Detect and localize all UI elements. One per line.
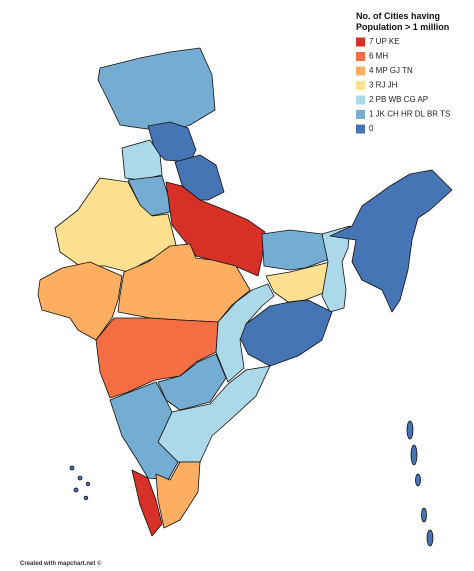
region (155, 461, 201, 529)
legend-title: No. of Cities having (356, 11, 440, 21)
legend-swatch (356, 110, 365, 119)
region (37, 261, 123, 341)
region (117, 243, 251, 323)
region (261, 229, 333, 271)
legend-label: 2 PB WB CG AP (369, 95, 428, 104)
legend-label: 3 RJ JH (369, 81, 398, 90)
region (109, 381, 179, 481)
region (410, 444, 418, 466)
region (165, 181, 266, 277)
region (85, 481, 91, 487)
legend-label: 7 UP KE (369, 37, 400, 46)
legend-swatch (356, 52, 365, 61)
legend-swatch (356, 66, 365, 76)
legend-title: Population > 1 million (356, 22, 449, 32)
region (329, 169, 453, 313)
legend-swatch (356, 37, 365, 47)
footer: Created with mapchart.net © (20, 560, 102, 567)
regions (37, 47, 453, 547)
region (406, 420, 414, 440)
legend-label: 1 JK CH HR DL BR TS (369, 110, 450, 119)
legend-label: 0 (369, 124, 374, 133)
region (69, 465, 75, 471)
region (73, 487, 79, 493)
region (77, 475, 83, 481)
region (97, 47, 216, 133)
region (121, 139, 163, 181)
legend-swatch (356, 124, 365, 134)
region (157, 353, 227, 411)
region (415, 473, 421, 487)
legend-label: 4 MP GJ TN (369, 66, 413, 75)
region (131, 469, 163, 537)
legend-label: 6 MH (369, 52, 388, 61)
region (83, 495, 89, 501)
legend-swatch (356, 81, 365, 90)
region (239, 299, 333, 367)
region (95, 317, 219, 399)
region (426, 529, 434, 547)
legend-swatch (356, 95, 365, 105)
region (421, 507, 427, 523)
legend: 7 UP KE 6 MH 4 MP GJ TN 3 RJ JH 2 PB WB CG A… (356, 37, 450, 134)
